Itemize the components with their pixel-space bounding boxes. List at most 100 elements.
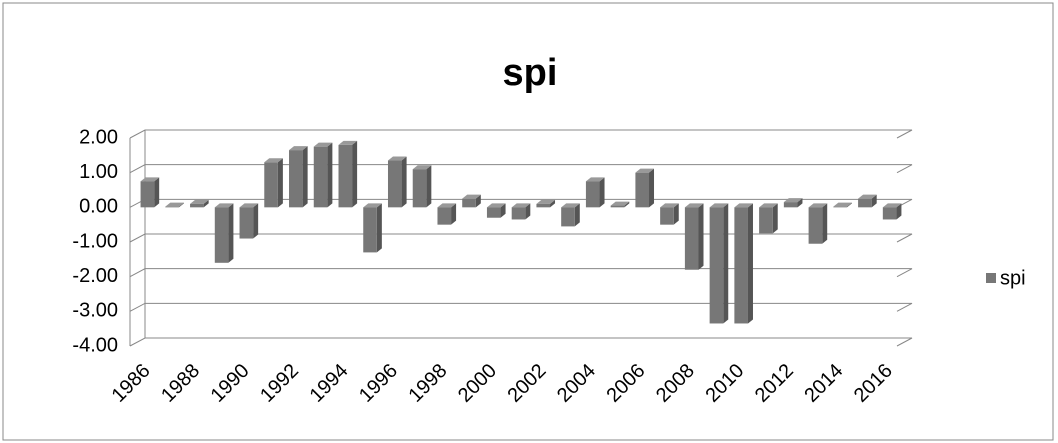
- bar-top: [437, 203, 457, 208]
- grid-line: [129, 129, 913, 139]
- bar: [610, 205, 625, 208]
- bar: [338, 144, 353, 208]
- bar: [808, 207, 823, 244]
- legend-label: spi: [1000, 267, 1026, 289]
- bar: [486, 207, 501, 218]
- bar-top: [882, 203, 902, 208]
- bar-top: [660, 203, 679, 208]
- bar-side: [673, 203, 679, 225]
- grid-line: [129, 233, 913, 243]
- bar-side: [500, 203, 506, 218]
- bar: [289, 150, 303, 208]
- bar: [264, 162, 278, 208]
- bar-side: [401, 156, 407, 208]
- bar: [214, 207, 229, 263]
- grid-line: [129, 198, 913, 208]
- bar-side: [178, 202, 184, 208]
- bar: [387, 160, 402, 208]
- bar-side: [302, 146, 308, 208]
- bar-side: [475, 194, 481, 208]
- bar-top: [759, 203, 778, 208]
- bar-top: [858, 194, 877, 199]
- bar: [313, 146, 328, 208]
- bar: [783, 202, 798, 208]
- bar-side: [203, 199, 209, 208]
- y-tick-label: -2.00: [72, 265, 118, 287]
- bar: [684, 207, 699, 270]
- bar-side: [797, 198, 803, 208]
- bar-side: [772, 203, 778, 234]
- bar-top: [140, 177, 160, 182]
- grid-line: [129, 302, 913, 312]
- y-tick-label: -1.00: [72, 230, 118, 252]
- bar-top: [833, 202, 852, 207]
- bar: [462, 198, 476, 208]
- y-tick-label: -3.00: [72, 300, 118, 322]
- bar-side: [822, 203, 828, 244]
- bar: [709, 207, 724, 324]
- bar-side: [698, 203, 704, 270]
- bar-side: [426, 165, 432, 208]
- grid-line: [129, 164, 913, 174]
- bar-side: [228, 203, 234, 263]
- bar-top: [338, 140, 358, 145]
- bar: [833, 206, 847, 208]
- bar-side: [723, 203, 729, 324]
- bar: [858, 198, 872, 208]
- bar-top: [684, 203, 704, 208]
- y-tick-label: 2.00: [79, 126, 118, 148]
- bar-top: [635, 168, 655, 173]
- bar: [635, 172, 650, 208]
- bar-top: [511, 203, 531, 208]
- bar: [585, 181, 600, 208]
- legend-swatch: [986, 273, 996, 283]
- bar-top: [239, 203, 259, 208]
- bar-side: [376, 203, 382, 253]
- bar-top: [289, 146, 308, 151]
- bar-top: [387, 156, 407, 161]
- bar: [165, 206, 179, 208]
- bar-top: [536, 199, 556, 204]
- bar-side: [574, 203, 580, 227]
- bar: [759, 207, 773, 234]
- bar-side: [624, 201, 630, 208]
- bar-top: [165, 202, 184, 207]
- bar: [363, 207, 377, 253]
- bar-top: [561, 203, 580, 208]
- bar-side: [352, 140, 358, 208]
- bar: [536, 203, 551, 208]
- bar-side: [649, 168, 655, 208]
- bar-top: [412, 165, 432, 170]
- bar-top: [363, 203, 382, 208]
- bar-side: [846, 202, 852, 208]
- bar-top: [585, 177, 605, 182]
- bar-side: [599, 177, 605, 208]
- bar-top: [486, 203, 506, 208]
- bar-top: [462, 194, 481, 199]
- bar-top: [709, 203, 729, 208]
- bar-top: [808, 203, 828, 208]
- bar: [412, 169, 427, 208]
- grid-line: [129, 268, 913, 278]
- bar-side: [896, 203, 902, 220]
- bar-top: [734, 203, 753, 208]
- y-tick-label: 0.00: [79, 196, 118, 218]
- bar: [190, 203, 204, 208]
- bar-side: [327, 142, 333, 208]
- y-tick-label: 1.00: [79, 161, 118, 183]
- bar-top: [264, 158, 283, 163]
- bar: [239, 207, 254, 239]
- bar: [882, 207, 897, 220]
- chart-title: spi: [503, 52, 558, 94]
- bar-side: [525, 203, 531, 220]
- bar-side: [550, 199, 556, 208]
- bar: [437, 207, 452, 225]
- bar-side: [277, 158, 283, 208]
- bar-top: [313, 142, 333, 147]
- bar-top: [783, 198, 803, 203]
- bar-top: [610, 201, 630, 206]
- bar-side: [451, 203, 457, 225]
- bar: [561, 207, 575, 227]
